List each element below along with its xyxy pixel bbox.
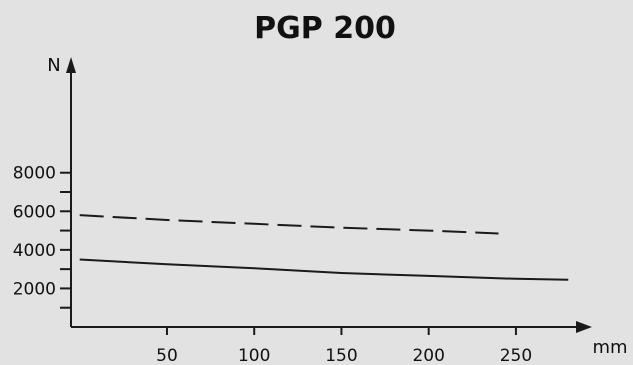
series-line-dashed (79, 214, 499, 235)
y-tick-label: 2000 (13, 279, 56, 299)
x-tick-label: 150 (325, 346, 357, 365)
y-tick-label: 6000 (13, 202, 56, 222)
y-axis-arrow (66, 57, 76, 73)
y-axis-label: N (47, 55, 60, 76)
y-tick-label: 8000 (13, 164, 56, 184)
y-tick-label: 4000 (13, 241, 56, 261)
x-tick-label: 200 (412, 346, 444, 365)
x-axis-label: mm (592, 337, 627, 358)
x-axis-arrow (576, 321, 592, 333)
x-tick-label: 50 (156, 346, 178, 365)
chart-title: PGP 200 (254, 11, 396, 46)
x-tick-label: 250 (500, 346, 532, 365)
x-tick-label: 100 (238, 346, 270, 365)
series-line-solid (79, 258, 569, 281)
